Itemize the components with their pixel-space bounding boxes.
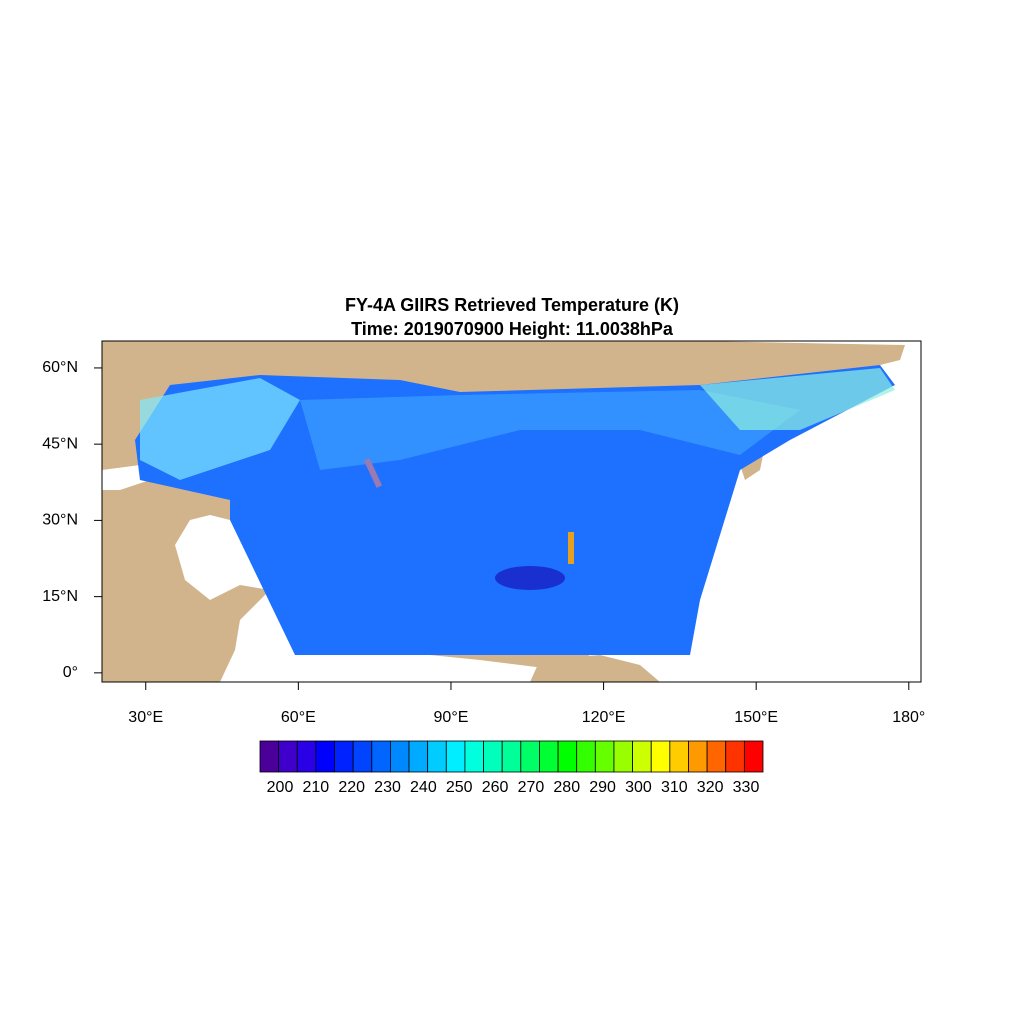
cold-spot (495, 566, 565, 590)
colorbar-box (743, 740, 764, 773)
colorbar-box (352, 740, 373, 773)
colorbar: 200 210 220 230 240 250 260 270 280 290 300 310 320 3… (259, 740, 764, 796)
colorbar-box (688, 740, 708, 773)
y-tick-label: 30°N (42, 512, 78, 529)
colorbar-box (501, 740, 522, 773)
colorbar-box (725, 740, 745, 773)
colorbar-label: 200 (267, 779, 294, 796)
colorbar-label: 220 (338, 779, 365, 796)
x-tick-label: 30°E (128, 709, 163, 726)
colorbar-box (371, 740, 391, 773)
colorbar-box (632, 740, 652, 773)
colorbar-box (464, 740, 484, 773)
colorbar-box (706, 740, 727, 773)
colorbar-label: 270 (518, 779, 545, 796)
warm-spot (568, 532, 574, 564)
colorbar-box (334, 740, 354, 773)
land (530, 655, 660, 682)
colorbar-box (594, 740, 615, 773)
y-tick-label: 0° (63, 664, 78, 681)
axes: 30°E 60°E 90°E 120°E 150°E 180° 60°N 45°N 30°N 15… (42, 359, 925, 726)
colorbar-box (613, 740, 633, 773)
colorbar-box (483, 740, 503, 773)
colorbar-label: 330 (733, 779, 760, 796)
colorbar-box (390, 740, 410, 773)
colorbar-label: 240 (410, 779, 437, 796)
colorbar-box (315, 740, 335, 773)
swath-patch (700, 368, 895, 430)
x-tick-label: 180° (892, 709, 925, 726)
y-tick-label: 60°N (42, 359, 78, 376)
colorbar-box (576, 740, 596, 773)
colorbar-label: 280 (553, 779, 580, 796)
colorbar-box (520, 740, 540, 773)
colorbar-label: 290 (589, 779, 616, 796)
y-tick-label: 15°N (42, 588, 78, 605)
x-tick-label: 90°E (434, 709, 469, 726)
colorbar-box (296, 740, 317, 773)
colorbar-box (445, 740, 466, 773)
x-tick-label: 150°E (734, 709, 778, 726)
colorbar-label: 210 (302, 779, 329, 796)
colorbar-box (408, 740, 429, 773)
title: FY-4A GIIRS Retrieved Temperature (K) (345, 295, 679, 315)
colorbar-box (669, 740, 689, 773)
map-area (102, 341, 905, 682)
swath-patch (300, 390, 800, 470)
y-tick-label: 45°N (42, 435, 78, 452)
colorbar-box (278, 740, 298, 773)
colorbar-label: 300 (625, 779, 652, 796)
colorbar-label: 250 (446, 779, 473, 796)
warm-spot (363, 458, 383, 488)
x-tick-label: 60°E (281, 709, 316, 726)
colorbar-box (539, 740, 559, 773)
colorbar-box (259, 740, 280, 773)
colorbar-box (427, 740, 447, 773)
x-tick-label: 120°E (582, 709, 626, 726)
subtitle: Time: 2019070900 Height: 11.0038hPa (351, 319, 674, 339)
frame (101, 340, 922, 683)
colorbar-box (557, 740, 578, 773)
colorbar-label: 260 (482, 779, 509, 796)
colorbar-box (650, 740, 671, 773)
colorbar-label: 230 (374, 779, 401, 796)
colorbar-label: 320 (697, 779, 724, 796)
swath-patch (140, 378, 300, 480)
colorbar-label: 310 (661, 779, 688, 796)
